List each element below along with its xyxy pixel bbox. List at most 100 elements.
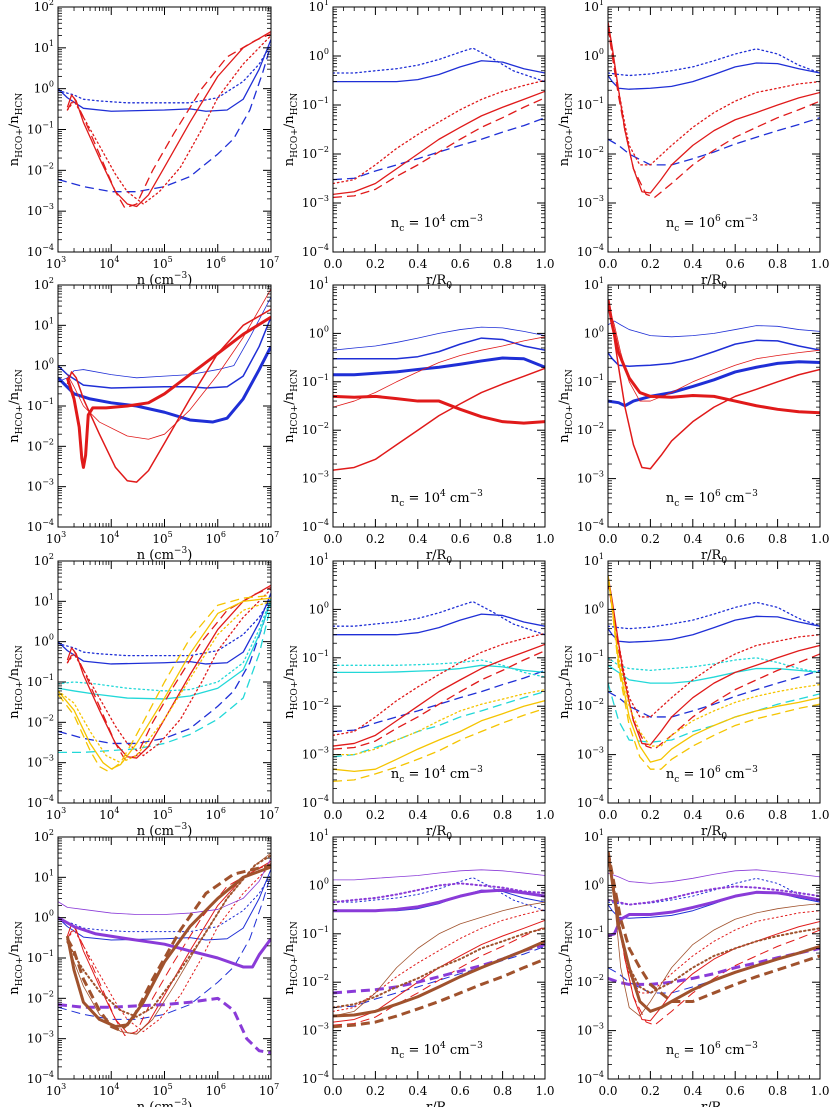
x-tick-text: 0.0 xyxy=(598,1084,617,1098)
y-tick-base: 10 xyxy=(34,830,49,844)
y-tick-base: 10 xyxy=(34,41,49,55)
x-tick-text: 0.0 xyxy=(323,808,342,822)
series-line-red-solid-4 xyxy=(608,299,820,470)
y-label-sep: /n xyxy=(7,943,22,956)
x-tick-base: 10 xyxy=(46,532,61,546)
y-tick-label: 101 xyxy=(584,828,604,844)
y-tick-exp: 0 xyxy=(324,47,329,56)
y-tick-base: 10 xyxy=(27,399,42,413)
y-tick-label: 100 xyxy=(34,909,54,925)
y-tick-base: 10 xyxy=(302,375,317,389)
x-axis-label: n (cm−3) xyxy=(137,1098,193,1107)
nc-eq: = 10 xyxy=(404,1043,440,1058)
y-tick-exp: −3 xyxy=(317,746,329,755)
x-axis-label: r/R0 xyxy=(426,1100,452,1107)
nc-unit-sup: −3 xyxy=(745,765,759,775)
x-tick-text: 0.8 xyxy=(493,1084,512,1098)
y-tick-label: 101 xyxy=(584,0,604,14)
series-line-purple-dashed-8 xyxy=(58,996,271,1055)
y-tick-base: 10 xyxy=(584,554,599,568)
series-line-red-solid-6 xyxy=(608,575,820,746)
y-tick-base: 10 xyxy=(27,675,42,689)
y-axis-label: nHCO+/nHCN xyxy=(282,93,300,167)
x-tick-text: 0.2 xyxy=(641,1084,660,1098)
y-tick-base: 10 xyxy=(34,594,49,608)
x-tick-label: 106 xyxy=(206,1082,226,1098)
x-tick-label: 104 xyxy=(99,530,119,546)
x-tick-exp: 7 xyxy=(274,1082,279,1091)
y-tick-base: 10 xyxy=(27,439,42,453)
x-tick-label: 1.0 xyxy=(535,1084,554,1098)
nc-unit-sup: −3 xyxy=(745,1041,759,1051)
y-tick-label: 10−1 xyxy=(577,373,604,389)
y-tick-exp: −4 xyxy=(592,518,604,527)
series-line-purple-solid-8 xyxy=(333,888,545,913)
x-tick-label: 0.6 xyxy=(451,1084,470,1098)
x-tick-exp: 5 xyxy=(168,530,173,539)
y-label-sep: /n xyxy=(557,115,572,128)
series-line-blue-dashed-2 xyxy=(58,873,271,1020)
y-tick-exp: −4 xyxy=(592,794,604,803)
y-tick-label: 100 xyxy=(34,80,54,96)
x-tick-label: 0.0 xyxy=(323,257,342,271)
x-tick-label: 0.8 xyxy=(493,257,512,271)
x-tick-text: 0.4 xyxy=(408,808,427,822)
y-tick-base: 10 xyxy=(309,326,324,340)
x-axis-label: n (cm−3) xyxy=(137,546,193,563)
series-line-blue-dashed-2 xyxy=(333,669,545,733)
y-tick-exp: 1 xyxy=(599,552,604,561)
y-tick-base: 10 xyxy=(302,975,317,989)
series-line-red-dotted-7 xyxy=(333,632,545,736)
y-axis-label: nHCO+/nHCN xyxy=(557,93,575,167)
y-tick-base: 10 xyxy=(302,1024,317,1038)
x-tick-label: 0.2 xyxy=(366,808,385,822)
x-tick-label: 106 xyxy=(206,255,226,271)
nc-eq: = 10 xyxy=(679,491,715,506)
y-tick-base: 10 xyxy=(577,423,592,437)
x-tick-label: 107 xyxy=(259,1082,279,1098)
x-tick-label: 0.8 xyxy=(768,257,787,271)
y-label-sub2: HCN xyxy=(565,93,575,116)
series-line-blue-dotted-1 xyxy=(333,600,545,636)
y-tick-base: 10 xyxy=(302,927,317,941)
x-tick-label: 1.0 xyxy=(810,808,829,822)
series-line-blue-solid-0 xyxy=(333,326,545,351)
x-tick-text: 0.6 xyxy=(451,532,470,546)
y-tick-base: 10 xyxy=(302,1072,317,1086)
series-line-gold-solid-9 xyxy=(333,700,545,773)
x-label-main: r/R xyxy=(426,824,448,839)
y-tick-exp: −3 xyxy=(317,194,329,203)
x-tick-label: 0.8 xyxy=(493,808,512,822)
x-tick-label: 0.6 xyxy=(726,257,745,271)
nc-prefix: n xyxy=(666,491,675,506)
nc-prefix: n xyxy=(666,216,675,231)
series-line-red-dotted-4 xyxy=(333,79,545,185)
y-tick-label: 10−4 xyxy=(302,794,329,810)
series-line-blue-dotted-1 xyxy=(58,43,271,104)
y-tick-exp: −3 xyxy=(317,1022,329,1031)
nc-prefix: n xyxy=(391,1043,400,1058)
y-tick-exp: −1 xyxy=(42,121,54,130)
x-tick-label: 0.2 xyxy=(366,257,385,271)
series-line-blue-dotted-1 xyxy=(333,47,545,83)
series-line-purple-dotted-7 xyxy=(608,885,820,906)
y-tick-label: 10−4 xyxy=(577,518,604,534)
series-line-cyan-dashed-5 xyxy=(333,691,545,758)
y-tick-label: 10−1 xyxy=(302,373,329,389)
y-tick-label: 101 xyxy=(584,552,604,568)
x-tick-base: 10 xyxy=(206,532,221,546)
y-tick-exp: −2 xyxy=(317,973,329,982)
y-tick-base: 10 xyxy=(577,245,592,259)
y-tick-label: 10−2 xyxy=(27,713,54,729)
y-tick-base: 10 xyxy=(577,699,592,713)
series-line-red-dotted-4 xyxy=(66,34,271,205)
series-line-red-dashed-5 xyxy=(333,926,545,1026)
y-tick-exp: −4 xyxy=(317,243,329,252)
y-tick-label: 101 xyxy=(309,276,329,292)
y-label-sub1: HCO+ xyxy=(565,957,575,987)
x-tick-text: 0.6 xyxy=(451,808,470,822)
y-tick-label: 10−4 xyxy=(577,794,604,810)
x-tick-label: 0.0 xyxy=(598,257,617,271)
